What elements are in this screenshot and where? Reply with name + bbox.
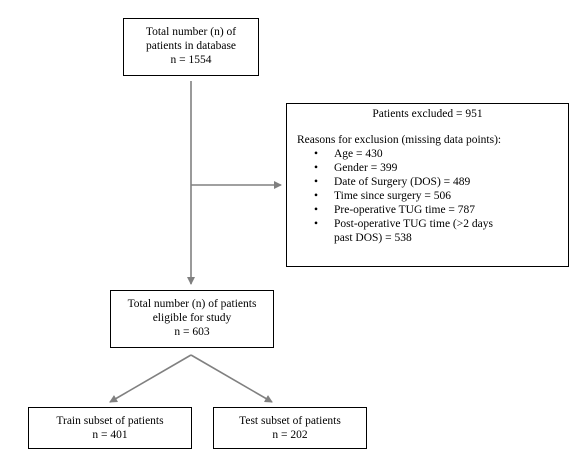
exclusion-reasons-list: • Age = 430 • Gender = 399 • Date of Surger… <box>287 147 568 245</box>
train-box-count: n = 401 <box>92 429 128 441</box>
arrow-eligible-to-test <box>190 354 273 403</box>
exclusion-reason-text: Time since surgery = 506 <box>334 190 452 202</box>
database-box: Total number (n) of patients in database… <box>123 18 259 76</box>
exclusion-reason: • Gender = 399 <box>287 161 568 175</box>
database-box-count: n = 1554 <box>170 54 212 66</box>
arrow-eligible-to-train <box>109 354 192 403</box>
eligible-box-count: n = 603 <box>174 326 210 338</box>
bullet-icon: • <box>314 190 319 202</box>
exclusion-reason-text: Age = 430 <box>334 148 383 160</box>
exclusion-reason: • Age = 430 <box>287 147 568 161</box>
exclusion-reason-text: Pre-operative TUG time = 787 <box>334 204 476 216</box>
exclusion-reason: • Post-operative TUG time (>2 days past D… <box>287 217 568 245</box>
eligible-box-line-2: eligible for study <box>152 312 232 324</box>
train-box: Train subset of patients n = 401 <box>28 407 192 449</box>
bullet-icon: • <box>314 218 319 230</box>
exclusion-reason: • Pre-operative TUG time = 787 <box>287 203 568 217</box>
exclusion-reason-text: Post-operative TUG time (>2 days past DO… <box>334 218 493 244</box>
excluded-box-title: Patients excluded = 951 <box>372 108 483 120</box>
database-box-line-1: Total number (n) of <box>145 26 237 38</box>
eligible-box-line-1: Total number (n) of patients <box>127 298 257 310</box>
excluded-box: Patients excluded = 951 Reasons for excl… <box>286 103 569 267</box>
test-box-count: n = 202 <box>272 429 308 441</box>
exclusion-reason: • Time since surgery = 506 <box>287 189 568 203</box>
test-box-label: Test subset of patients <box>239 415 341 427</box>
exclusion-reason: • Date of Surgery (DOS) = 489 <box>287 175 568 189</box>
train-box-label: Train subset of patients <box>56 415 164 427</box>
bullet-icon: • <box>314 204 319 216</box>
bullet-icon: • <box>314 176 319 188</box>
database-box-line-2: patients in database <box>145 40 237 52</box>
eligible-box: Total number (n) of patients eligible fo… <box>110 290 274 348</box>
excluded-box-reasons-heading: Reasons for exclusion (missing data poin… <box>297 134 502 146</box>
bullet-icon: • <box>314 148 319 160</box>
exclusion-reason-text: Date of Surgery (DOS) = 489 <box>334 176 471 188</box>
exclusion-reason-text: Gender = 399 <box>334 162 398 174</box>
bullet-icon: • <box>314 162 319 174</box>
test-box: Test subset of patients n = 202 <box>213 407 367 449</box>
